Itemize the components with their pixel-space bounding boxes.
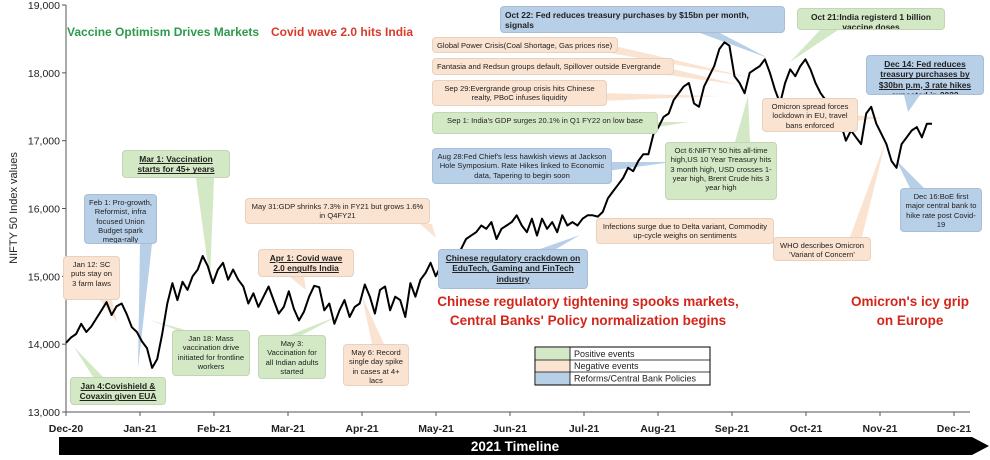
annotation-may3: May 3: Vaccination for all Indian adults… xyxy=(258,335,326,379)
headline-vaccine-optimism: Vaccine Optimism Drives Markets xyxy=(67,25,259,39)
annotation-jan18: Jan 18: Mass vaccination drive initiated… xyxy=(172,330,250,376)
callout-pointer xyxy=(660,66,740,85)
x-tick-label: Jul-21 xyxy=(569,423,600,435)
y-tick-label: 14,000 xyxy=(28,339,60,351)
timeline-arrow xyxy=(59,437,989,455)
annotation-infections: Infections surge due to Delta variant, C… xyxy=(596,218,774,244)
annotation-sep1: Sep 1: India's GDP surges 20.1% in Q1 FY… xyxy=(432,112,658,134)
callout-pointer xyxy=(196,178,214,280)
headline-china-2: Central Banks' Policy normalization begi… xyxy=(450,313,726,328)
x-tick-label: Oct-21 xyxy=(790,423,823,435)
nifty-series-line xyxy=(65,41,932,369)
annotation-apr1: Apr 1: Covid wave 2.0 engulfs India xyxy=(258,249,354,277)
annotation-fantasia: Fantasia and Redsun groups default, Spil… xyxy=(432,58,674,75)
headline-china-1: Chinese regulatory tightening spooks mar… xyxy=(437,294,739,309)
annotation-oct22: Oct 22: Fed reduces treasury purchases b… xyxy=(500,6,785,33)
annotation-jan4: Jan 4:Covishield & Covaxin given EUA xyxy=(70,377,166,405)
x-tick-label: May-21 xyxy=(418,423,454,435)
x-tick-group: Dec-20 Jan-21 Feb-21 Mar-21 Apr-21 May-21 Jun-… xyxy=(49,412,972,435)
callout-pointer xyxy=(735,96,750,142)
annotation-omicron-spread: Omicron spread forces lockdown in EU, tr… xyxy=(762,98,858,132)
x-tick-label: Dec-21 xyxy=(937,423,972,435)
y-tick-label: 15,000 xyxy=(28,271,60,283)
y-tick-label: 13,000 xyxy=(28,407,60,419)
annotation-sep29: Sep 29:Evergrande group crisis hits Chin… xyxy=(432,80,607,106)
x-tick-label: Jun-21 xyxy=(493,423,527,435)
callout-pointer xyxy=(290,277,306,290)
x-tick-label: Dec-20 xyxy=(49,423,84,435)
headline-covid-wave: Covid wave 2.0 hits India xyxy=(271,25,413,39)
annotation-dec16: Dec 16:BoE first major central bank to h… xyxy=(900,188,982,232)
y-axis-label: NIFTY 50 Index values xyxy=(8,152,20,264)
annotation-mar1: Mar 1: Vaccination starts for 45+ years … xyxy=(122,150,230,178)
x-tick-label: Apr-21 xyxy=(345,423,378,435)
legend-label-reform: Reforms/Central Bank Policies xyxy=(574,374,697,384)
y-tick-group: 13,000 14,000 15,000 16,000 17,000 18,000 19,0… xyxy=(28,0,66,419)
callout-pointer xyxy=(290,316,338,335)
callout-pointer xyxy=(896,160,924,188)
callout-pointer xyxy=(790,30,838,62)
legend-label-positive: Positive events xyxy=(574,349,635,359)
callout-pointer xyxy=(138,244,152,368)
annotation-who: WHO describes Omicron 'Variant of Concer… xyxy=(773,237,871,261)
annotation-global-power: Global Power Crisis(Coal Shortage, Gas p… xyxy=(432,37,618,53)
callout-pointer xyxy=(600,93,720,101)
y-tick-label: 19,000 xyxy=(28,0,60,12)
timeline-label: 2021 Timeline xyxy=(471,439,560,454)
callout-pointer xyxy=(362,296,384,344)
x-tick-label: Jan-21 xyxy=(123,423,156,435)
legend-swatch-reform xyxy=(536,372,570,385)
legend-swatch-positive xyxy=(536,348,570,360)
legend-swatch-negative xyxy=(536,360,570,372)
callout-pointer xyxy=(420,224,436,238)
annotation-may6: May 6: Record single day spike in cases … xyxy=(343,344,409,386)
annotation-may31: May 31:GDP shrinks 7.3% in FY21 but grow… xyxy=(245,198,430,224)
x-tick-label: Feb-21 xyxy=(197,423,231,435)
annotation-feb1: Feb 1: Pro-growth, Reformist, infra focu… xyxy=(84,194,157,244)
legend: Positive events Negative events Reforms/… xyxy=(534,346,711,386)
annotation-aug28: Aug 28:Fed Chief's less hawkish views at… xyxy=(432,148,612,184)
annotation-china-crackdown: Chinese regulatory crackdown on EduTech,… xyxy=(438,249,588,289)
annotation-oct6: Oct 6:NIFTY 50 hits all-time high,US 10 … xyxy=(665,142,777,200)
y-tick-label: 18,000 xyxy=(28,68,60,80)
callout-pointer xyxy=(700,33,768,58)
x-tick-label: Sep-21 xyxy=(715,423,750,435)
annotation-oct21: Oct 21:India registerd 1 billion vaccine… xyxy=(797,8,945,30)
y-tick-label: 17,000 xyxy=(28,136,60,148)
callout-pointer xyxy=(610,45,752,78)
x-tick-label: Aug-21 xyxy=(640,423,676,435)
annotation-dec14: Dec 14: Fed reduces treasury purchases b… xyxy=(866,55,984,95)
annotation-jan12: Jan 12: SC puts stay on 3 farm laws xyxy=(63,256,120,300)
callout-pointer xyxy=(850,140,886,237)
y-tick-label: 16,000 xyxy=(28,204,60,216)
x-tick-label: Nov-21 xyxy=(862,423,897,435)
headline-omicron-2: on Europe xyxy=(877,313,944,328)
x-tick-label: Mar-21 xyxy=(271,423,305,435)
callout-pointer xyxy=(74,347,106,380)
legend-label-negative: Negative events xyxy=(574,361,639,371)
callout-pointer xyxy=(904,95,920,112)
callout-pointers xyxy=(74,30,924,380)
callout-pointer xyxy=(540,235,580,249)
callout-pointer xyxy=(150,320,192,332)
headline-omicron-1: Omicron's icy grip xyxy=(851,294,969,309)
